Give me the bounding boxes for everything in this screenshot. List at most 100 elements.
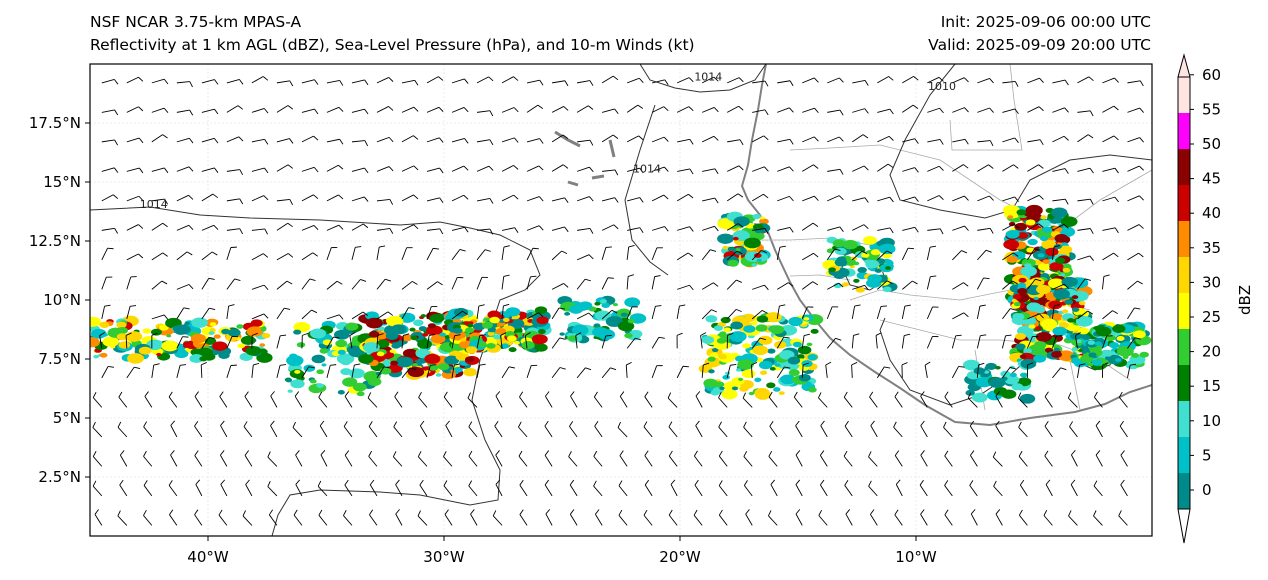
wind-barb [326, 247, 338, 261]
wind-barb [651, 275, 661, 290]
reflectivity-cell [1071, 347, 1079, 352]
reflectivity-cell [336, 353, 355, 365]
reflectivity-cell [212, 341, 228, 351]
wind-barb [1120, 450, 1128, 467]
wind-barb [101, 227, 119, 234]
wind-barb [101, 167, 119, 173]
wind-barb [276, 307, 291, 320]
wind-barb [752, 80, 769, 87]
reflectivity-cell [752, 345, 769, 356]
wind-barb [294, 391, 303, 408]
reflectivity-cell [489, 316, 500, 324]
wind-barb [1127, 80, 1144, 87]
y-tick-label: 10°N [43, 291, 81, 309]
wind-barb [326, 314, 344, 320]
wind-barb [468, 421, 478, 438]
wind-barb [727, 77, 744, 84]
wind-barb [351, 279, 367, 290]
wind-barb [576, 166, 594, 173]
wind-barb [92, 480, 103, 497]
wind-barb [301, 366, 315, 379]
reflectivity-cell [1025, 219, 1036, 226]
reflectivity-cell [424, 353, 441, 364]
reflectivity-cell [1007, 215, 1014, 219]
reflectivity-cell [765, 312, 782, 323]
wind-barb [417, 510, 428, 526]
wind-barb [843, 391, 853, 408]
reflectivity-cell [1052, 216, 1063, 224]
reflectivity-cell [116, 333, 129, 341]
reflectivity-cell [759, 216, 765, 220]
wind-barb [643, 421, 653, 438]
wind-barb [952, 77, 969, 84]
wind-barb [777, 80, 794, 87]
reflectivity-cell [420, 314, 427, 318]
wind-barb [702, 107, 719, 113]
wind-barb [126, 76, 144, 84]
wind-barb [476, 249, 491, 261]
wind-barb [170, 420, 178, 438]
wind-barb [151, 280, 168, 290]
wind-barb [101, 366, 115, 379]
wind-barb [702, 197, 719, 204]
cape-verde-island [591, 174, 605, 180]
reflectivity-cell [1052, 326, 1067, 336]
reflectivity-cell [1015, 332, 1027, 340]
wind-barb [1002, 108, 1019, 115]
colorbar-segment [1178, 437, 1190, 473]
wind-barb [619, 391, 628, 408]
wind-barb [802, 77, 819, 84]
wind-barb [1127, 224, 1144, 231]
reflectivity-cell [1037, 253, 1045, 258]
wind-barb [1051, 335, 1063, 349]
wind-barb [170, 450, 178, 467]
colorbar-tick-label: 40 [1202, 204, 1221, 222]
wind-barb [126, 195, 144, 202]
wind-barb [544, 479, 553, 497]
reflectivity-cell [1018, 282, 1026, 288]
reflectivity-cell [624, 297, 641, 308]
reflectivity-cell [1053, 288, 1070, 300]
reflectivity-cell [739, 385, 749, 392]
wind-barb [977, 140, 994, 147]
colorbar-tick-label: 5 [1202, 446, 1212, 464]
wind-barb [426, 333, 436, 349]
wind-barb [795, 509, 803, 526]
wind-barb [226, 198, 244, 205]
colorbar-tick-label: 30 [1202, 273, 1221, 291]
coastlines-and-borders [90, 64, 1152, 536]
colorbar-segment [1178, 149, 1190, 185]
wind-barb [852, 79, 869, 86]
wind-barb [618, 509, 628, 526]
wind-barb [876, 280, 893, 290]
reflectivity-cell [728, 247, 736, 252]
wind-barb [251, 253, 269, 261]
reflectivity-cell [722, 374, 730, 380]
reflectivity-cell [1081, 350, 1087, 354]
wind-barb [326, 106, 344, 113]
wind-barb [818, 510, 828, 526]
wind-barb [270, 420, 278, 438]
wind-barb [577, 227, 594, 234]
wind-barb [1044, 391, 1053, 408]
wind-barb [902, 196, 919, 202]
reflectivity-cell [1060, 273, 1066, 277]
reflectivity-cell [481, 321, 494, 329]
colorbar-label: dBZ [1236, 285, 1254, 315]
wind-barb [920, 420, 928, 438]
reflectivity-cell [537, 329, 546, 335]
reflectivity-cell [1075, 339, 1082, 344]
wind-barb [676, 365, 689, 379]
colorbar-segment [1178, 329, 1190, 365]
reflectivity-cell [1015, 343, 1026, 350]
reflectivity-cell [741, 369, 756, 379]
wind-barb [976, 304, 986, 319]
reflectivity-cell [209, 322, 217, 327]
reflectivity-cell [1003, 239, 1020, 250]
wind-barb [920, 450, 928, 467]
wind-barb [226, 278, 241, 290]
wind-barb [825, 361, 832, 378]
wind-barb [1018, 509, 1028, 526]
wind-barb [644, 479, 653, 497]
wind-barb [743, 480, 753, 497]
